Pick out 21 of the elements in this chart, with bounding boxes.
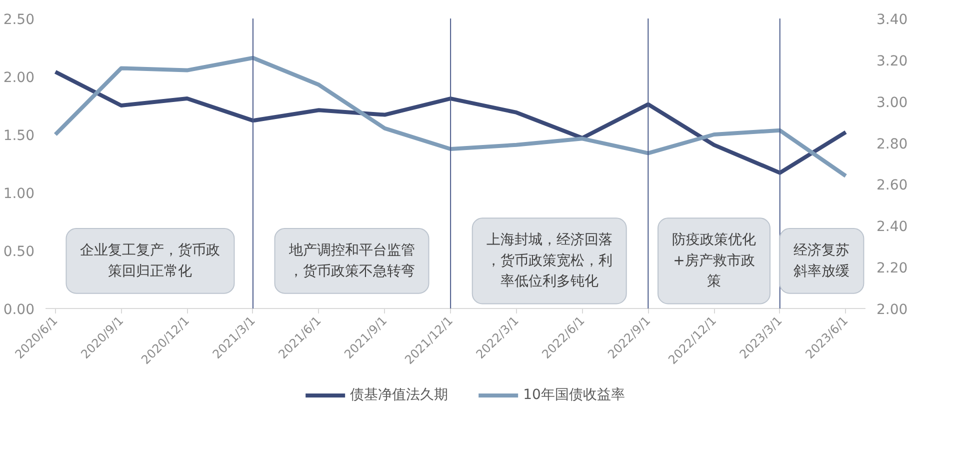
y2-tick-label: 2.20 <box>876 260 908 277</box>
annotation: 经济复苏斜率放缓 <box>794 242 850 280</box>
y-tick-label: 1.00 <box>3 186 34 202</box>
y2-tick-label: 3.00 <box>876 94 908 111</box>
annotation: 上海封城，经济回落，货币政策宽松，利率低位利多钝化 <box>486 232 612 290</box>
legend-label: 债基净值法久期 <box>350 386 448 404</box>
y2-tick-label: 2.40 <box>876 219 908 236</box>
y-tick-label: 0.50 <box>3 244 34 260</box>
annotation: 地产调控和平台监管，货币政策不急转弯 <box>288 242 415 280</box>
annotation: 企业复工复产，货币政策回归正常化 <box>80 242 220 280</box>
y-tick-label: 2.50 <box>3 12 34 28</box>
annotation: 防疫政策优化+房产救市政策 <box>672 232 756 290</box>
legend-label: 10年国债收益率 <box>523 386 625 404</box>
y2-tick-label: 3.40 <box>876 12 908 28</box>
y-tick-label: 0.00 <box>3 302 34 318</box>
y-tick-label: 2.00 <box>3 70 34 86</box>
y2-tick-label: 2.00 <box>876 302 908 318</box>
y2-tick-label: 3.20 <box>876 53 908 70</box>
y-tick-label: 1.50 <box>3 128 34 144</box>
y2-tick-label: 2.60 <box>876 178 908 194</box>
y2-tick-label: 2.80 <box>876 136 908 152</box>
